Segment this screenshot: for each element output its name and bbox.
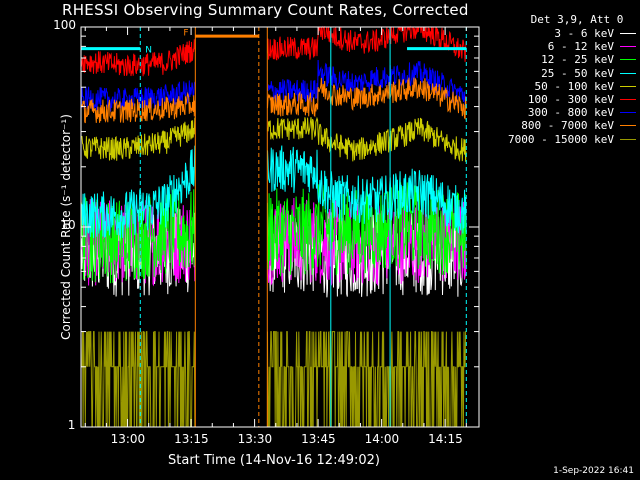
legend-label: 800 - 7000 keV — [521, 119, 614, 133]
legend-swatch — [620, 46, 636, 48]
legend-swatch — [620, 59, 636, 61]
legend-swatch — [620, 138, 636, 140]
legend-item: 300 - 800 keV — [484, 106, 636, 119]
legend-item: 25 - 50 keV — [484, 67, 636, 80]
legend-label: 7000 - 15000 keV — [508, 132, 614, 146]
legend-label: 100 - 300 keV — [527, 93, 614, 107]
legend-label: 50 - 100 keV — [534, 79, 614, 93]
legend-label: 12 - 25 keV — [541, 53, 614, 67]
y-tick-label: 100 — [53, 18, 76, 32]
y-tick-label: 10 — [60, 218, 76, 232]
x-tick-label: 13:30 — [237, 432, 273, 446]
legend-item: 800 - 7000 keV — [484, 119, 636, 132]
legend-item: 3 - 6 keV — [484, 27, 636, 40]
legend-item: 7000 - 15000 keV — [484, 133, 636, 146]
series-line-5 — [81, 116, 467, 163]
series-line-6 — [80, 25, 467, 77]
legend-item: 12 - 25 keV — [484, 53, 636, 66]
x-tick-label: 13:15 — [174, 432, 209, 446]
legend-swatch — [620, 99, 636, 101]
legend-swatch — [620, 72, 636, 74]
y-tick-label: 1 — [67, 418, 76, 432]
series-line-4 — [81, 145, 467, 239]
legend-swatch — [620, 33, 636, 35]
legend-item: 50 - 100 keV — [484, 80, 636, 93]
series-line-8 — [80, 77, 467, 124]
x-tick-label: 13:45 — [301, 432, 336, 446]
legend-header: Det 3,9, Att 0 — [530, 13, 624, 26]
x-tick-label: 13:00 — [110, 432, 146, 446]
legend-label: 6 - 12 keV — [547, 40, 614, 54]
legend: Det 3,9, Att 0 3 - 6 keV 6 - 12 keV 12 - 2… — [484, 13, 636, 146]
chart-title: RHESSI Observing Summary Count Rates, Co… — [62, 1, 469, 19]
legend-item: 100 - 300 keV — [484, 93, 636, 106]
series-line-9 — [81, 331, 467, 428]
legend-swatch — [620, 112, 636, 114]
legend-item: 6 - 12 keV — [484, 40, 636, 53]
annotation-label-1: N — [145, 46, 152, 56]
legend-label: 25 - 50 keV — [541, 66, 614, 80]
x-tick-label: 14:15 — [428, 432, 463, 446]
annotation-label-2: F — [183, 28, 188, 38]
legend-swatch — [620, 125, 636, 127]
timestamp: 1-Sep-2022 16:41 — [553, 466, 634, 476]
x-axis-label: Start Time (14-Nov-16 12:49:02) — [168, 453, 380, 468]
legend-label: 3 - 6 keV — [554, 27, 614, 41]
x-tick-label: 14:00 — [364, 432, 400, 446]
legend-label: 300 - 800 keV — [527, 106, 614, 120]
legend-swatch — [620, 85, 636, 87]
